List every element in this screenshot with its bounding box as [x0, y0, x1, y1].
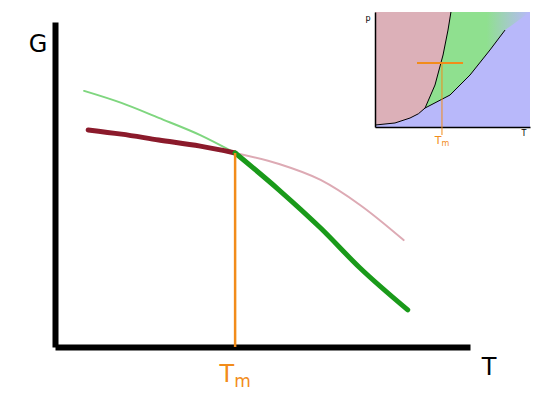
annotation-label: Tm — [218, 360, 250, 391]
solid-region — [375, 12, 451, 127]
axis-line — [53, 23, 59, 348]
inset-x-axis-title: T — [521, 129, 527, 138]
series-line — [84, 91, 235, 153]
series-line — [88, 130, 235, 153]
axis-line — [376, 127, 531, 129]
series-line — [235, 153, 408, 310]
x-axis — [56, 347, 471, 348]
background — [0, 0, 550, 400]
phase-boundary — [425, 12, 451, 108]
liquid-region — [425, 12, 530, 108]
inset-y-axis — [375, 13, 376, 128]
annotation-line — [441, 63, 442, 135]
phase-boundary — [375, 108, 425, 125]
annotation-label: Tm — [434, 134, 450, 148]
plot-area — [84, 91, 408, 310]
annotation-line — [417, 62, 463, 64]
inset-plot-area — [375, 12, 530, 127]
inset-x-axis — [376, 127, 531, 128]
annotation-line — [234, 153, 237, 347]
axis-line — [56, 345, 471, 351]
chart-root: Tm G T Tm p T — [0, 0, 550, 400]
x-axis-title: T — [481, 353, 497, 381]
inset-y-axis-title: p — [365, 14, 370, 23]
phase-boundary — [425, 30, 505, 108]
y-axis — [55, 23, 56, 348]
axis-line — [375, 13, 377, 128]
y-axis-title: G — [29, 30, 48, 58]
gas-region — [375, 12, 530, 127]
